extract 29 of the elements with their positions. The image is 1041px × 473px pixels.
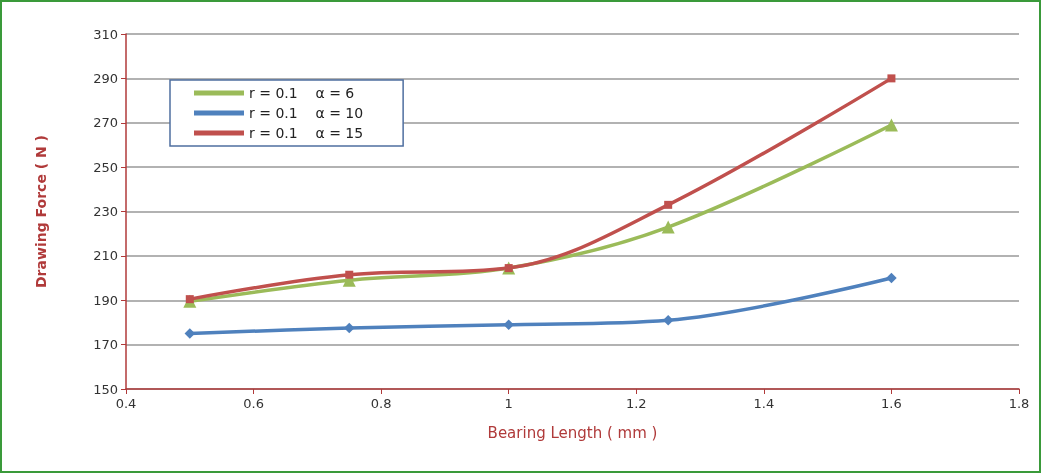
legend-label: r = 0.1 α = 15 [249, 125, 364, 141]
point [886, 272, 897, 284]
point [664, 200, 673, 209]
x-tick-label: 1.8 [1008, 396, 1030, 411]
x-tick-label: 1.2 [625, 396, 647, 411]
point [884, 118, 898, 132]
y-tick-label: 190 [93, 292, 118, 308]
y-tick-label: 150 [93, 381, 118, 397]
y-tick-label: 270 [93, 115, 118, 131]
y-tick-label: 210 [93, 248, 118, 264]
x-tick-label: 0.4 [115, 396, 137, 411]
legend-label: r = 0.1 α = 10 [249, 105, 364, 121]
y-tick-label: 290 [93, 70, 118, 86]
point [345, 270, 354, 279]
x-tick-label: 1.6 [881, 396, 902, 411]
x-tick-label: 0.8 [370, 396, 392, 411]
x-tick-label: 1 [504, 396, 513, 411]
point [661, 220, 675, 234]
x-tick-label: 1.4 [753, 396, 775, 411]
y-axis-title: Drawing Force ( N ) [33, 134, 49, 289]
y-tick-label: 250 [93, 159, 118, 175]
point [344, 322, 355, 334]
x-tick-label: 0.6 [243, 396, 264, 411]
legend-label: r = 0.1 α = 6 [249, 85, 355, 101]
y-tick-label: 310 [93, 26, 118, 42]
y-tick-label: 170 [93, 337, 118, 353]
point [887, 74, 896, 83]
x-axis-title: Bearing Length ( mm ) [487, 423, 658, 442]
y-tick-label: 230 [93, 204, 118, 219]
